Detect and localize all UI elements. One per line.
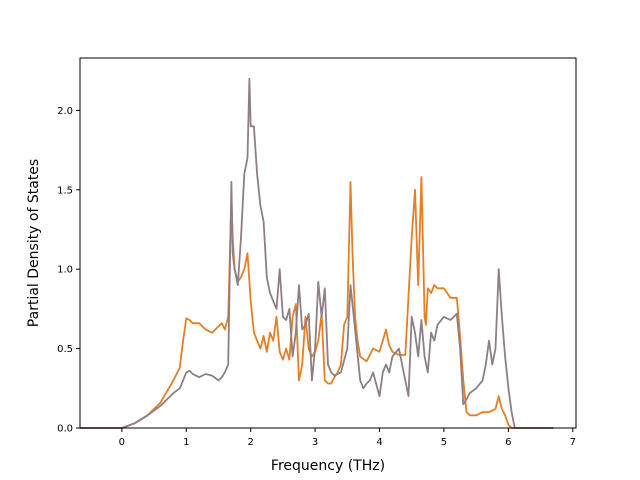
x-axis-ticks: 0 1 2 3 4 5 6 7	[119, 428, 576, 448]
x-tick-label: 1	[183, 437, 189, 448]
x-tick-label: 0	[119, 437, 125, 448]
x-tick-label: 3	[312, 437, 318, 448]
y-axis-ticks: 0.0 0.5 1.0 1.5 2.0	[57, 106, 80, 435]
x-tick-label: 7	[570, 437, 576, 448]
y-tick-label: 0.0	[57, 424, 73, 435]
y-tick-label: 1.5	[57, 185, 73, 196]
y-tick-label: 0.5	[57, 344, 73, 355]
x-tick-label: 5	[441, 437, 447, 448]
series-line-2	[80, 77, 554, 429]
x-axis-label: Frequency (THz)	[271, 458, 385, 474]
x-tick-label: 4	[376, 437, 382, 448]
y-tick-label: 2.0	[57, 106, 73, 117]
axes-frame	[79, 57, 577, 429]
y-tick-label: 1.0	[57, 265, 73, 276]
y-axis-label: Partial Density of States	[26, 159, 42, 327]
series-line-1	[80, 176, 554, 429]
series-group	[80, 77, 554, 429]
x-tick-label: 6	[505, 437, 511, 448]
x-tick-label: 2	[248, 437, 254, 448]
